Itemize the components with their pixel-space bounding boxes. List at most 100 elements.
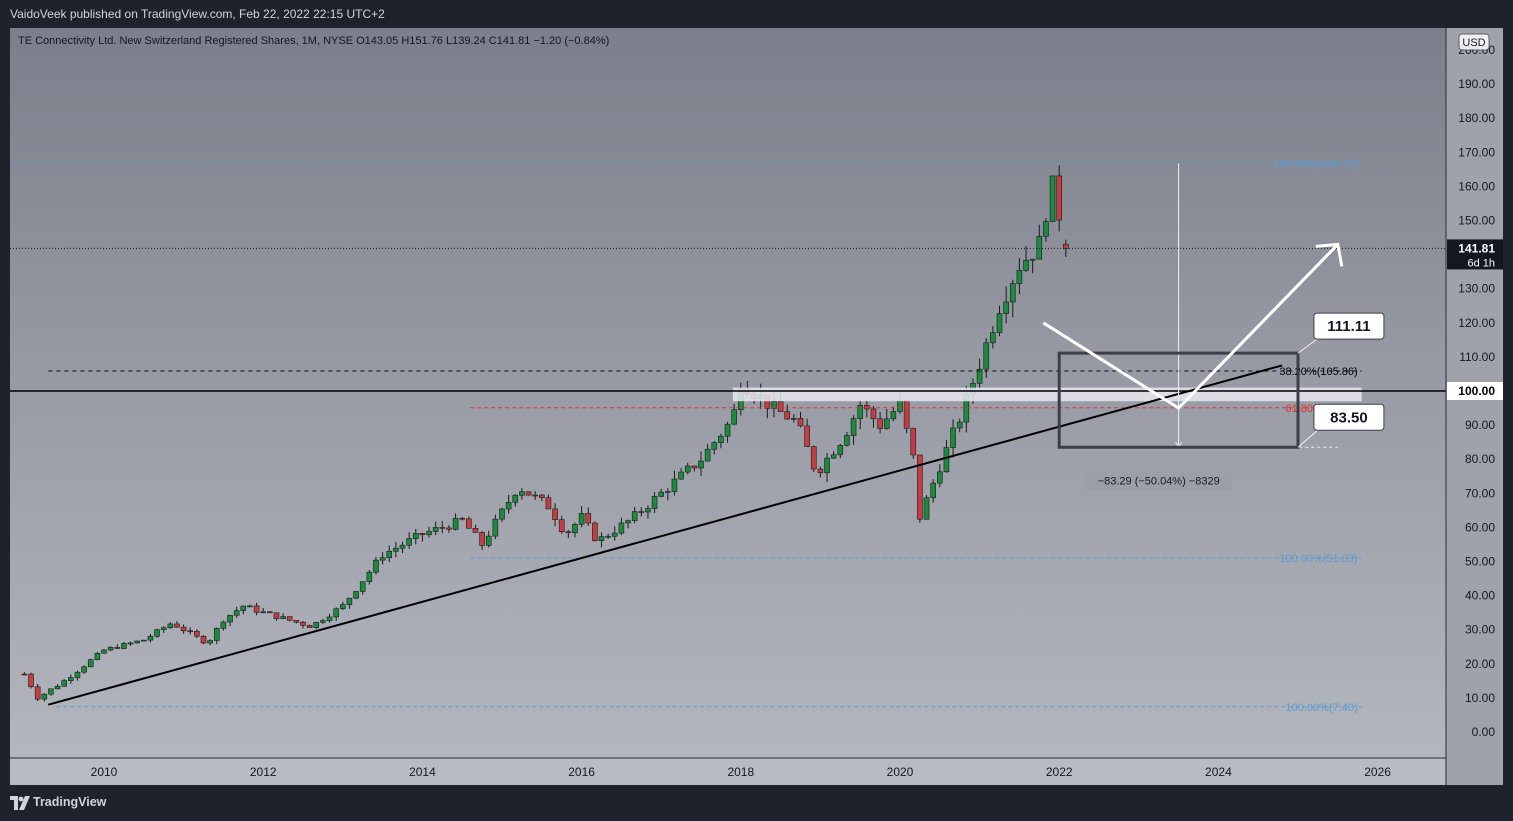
currency-tag-box[interactable] (1458, 33, 1490, 51)
candle (233, 610, 240, 616)
candle (864, 404, 870, 410)
candle (837, 445, 844, 456)
x-tick-label: 2020 (887, 765, 914, 779)
tradingview-footer[interactable]: TradingView (10, 785, 310, 821)
candle (213, 628, 220, 641)
candle (804, 425, 810, 447)
bar-countdown: 6d 1h (1467, 257, 1495, 269)
price-tag: 141.81 (1458, 241, 1495, 255)
candle (545, 497, 552, 510)
candle (412, 533, 419, 539)
candle (386, 550, 393, 559)
candle (585, 513, 592, 524)
candle (326, 616, 333, 621)
candle (718, 435, 724, 443)
level-tag-box (1447, 382, 1503, 400)
candle (572, 524, 578, 534)
callout-box[interactable] (1313, 403, 1385, 431)
fib-level-label: 100.00%(51.03) (1279, 553, 1357, 565)
candle (220, 621, 227, 629)
time-axis[interactable]: 2010 2012 2014 2016 2018 2020 2022 2024 2026 (10, 757, 1503, 785)
candle (267, 611, 273, 614)
callout-pointer (1297, 336, 1321, 354)
y-tick-label: 30.00 (1465, 623, 1495, 637)
candle (505, 502, 512, 510)
price-axis[interactable]: 200.00190.00180.00170.00160.00150.00140.… (1445, 28, 1503, 785)
candle (273, 612, 280, 619)
y-tick-label: 90.00 (1465, 418, 1495, 432)
candle (638, 511, 645, 513)
candle (107, 647, 114, 651)
candle (857, 404, 864, 419)
fib-level-label: 100.00%(166.73) (1273, 158, 1357, 170)
x-tick-label: 2010 (91, 765, 118, 779)
candle (956, 421, 963, 429)
candle (1023, 259, 1029, 271)
candle (625, 520, 631, 524)
candle (917, 454, 923, 520)
candle (618, 522, 625, 534)
y-tick-label: 170.00 (1458, 145, 1495, 159)
candle (61, 680, 68, 687)
candle (651, 496, 658, 509)
candle (810, 446, 817, 470)
price-axis-bg (1446, 28, 1503, 785)
y-tick-label: 150.00 (1458, 214, 1495, 228)
candle (87, 659, 94, 668)
candle (207, 640, 213, 644)
plot-area[interactable]: 100.00%(166.73)38.20%(105.86)61.80%(95.0… (10, 158, 1446, 714)
candle (260, 611, 266, 614)
candle (996, 313, 1003, 333)
forecast-path[interactable] (1042, 243, 1339, 410)
candle (592, 522, 598, 541)
y-tick-label: 180.00 (1458, 111, 1495, 125)
candle (784, 411, 791, 420)
x-tick-label: 2012 (250, 765, 277, 779)
trendline[interactable] (48, 364, 1283, 706)
target-box[interactable] (1057, 351, 1300, 449)
callout-box[interactable] (1313, 312, 1385, 340)
candle (698, 460, 704, 469)
candle (903, 400, 910, 429)
y-tick-label: 0.00 (1472, 725, 1496, 739)
candle (466, 518, 472, 529)
candle (771, 401, 777, 409)
candles (21, 165, 1069, 702)
candle (538, 494, 545, 498)
y-tick-label: 110.00 (1459, 350, 1495, 364)
candle (359, 581, 366, 592)
y-tick-label: 40.00 (1465, 589, 1495, 603)
candle (94, 652, 101, 660)
candle (870, 408, 877, 420)
candle (28, 673, 34, 688)
candle (552, 508, 558, 520)
candle (844, 435, 850, 446)
candle (578, 513, 585, 525)
candle (499, 508, 505, 520)
tradingview-brand: TradingView (33, 795, 107, 809)
candle (459, 517, 466, 520)
x-tick-label: 2022 (1046, 765, 1073, 779)
chart-frame[interactable]: 100.00%(166.73)38.20%(105.86)61.80%(95.0… (10, 28, 1503, 785)
candle (167, 623, 174, 629)
candle (883, 418, 890, 429)
candle (1029, 258, 1036, 261)
candle (121, 643, 127, 649)
candle (366, 571, 373, 582)
candle (671, 478, 678, 492)
candle (320, 620, 326, 623)
candle (54, 685, 61, 690)
chart-canvas[interactable]: 100.00%(166.73)38.20%(105.86)61.80%(95.0… (10, 28, 1503, 785)
candle (286, 616, 293, 621)
fib-level-label: 38.20%(105.86) (1279, 366, 1357, 378)
candle (134, 640, 140, 644)
y-tick-label: 60.00 (1465, 520, 1495, 534)
candle (877, 418, 883, 429)
y-tick-label: 50.00 (1465, 555, 1495, 569)
candle (565, 531, 572, 534)
candle (393, 547, 399, 552)
candle (1009, 283, 1016, 303)
candle (399, 544, 406, 549)
candle (983, 342, 990, 370)
level-tag: 100.00 (1458, 384, 1495, 398)
